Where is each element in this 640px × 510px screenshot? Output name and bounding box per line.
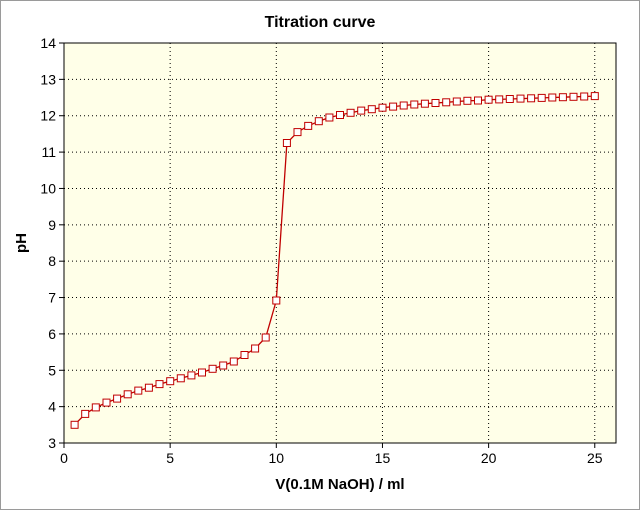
y-tick-label: 10 bbox=[40, 180, 56, 196]
data-point-marker bbox=[558, 93, 567, 102]
data-point-marker bbox=[463, 96, 472, 105]
y-tick-label: 14 bbox=[40, 35, 56, 51]
data-point-marker bbox=[431, 99, 440, 107]
y-tick-label: 4 bbox=[48, 399, 56, 415]
data-point-marker bbox=[176, 374, 185, 383]
data-point-marker bbox=[389, 102, 398, 111]
data-point-marker bbox=[367, 105, 376, 114]
data-point-marker bbox=[495, 95, 504, 104]
data-point-marker bbox=[293, 128, 302, 137]
data-point-marker bbox=[505, 95, 514, 103]
data-point-marker bbox=[399, 101, 408, 110]
data-point-marker bbox=[208, 364, 217, 373]
data-point-marker bbox=[219, 361, 228, 370]
data-point-marker bbox=[314, 117, 323, 126]
data-point-marker bbox=[325, 113, 334, 122]
x-tick-label: 25 bbox=[587, 450, 603, 466]
data-point-marker bbox=[357, 106, 366, 115]
x-tick-label: 20 bbox=[481, 450, 497, 466]
y-tick-label: 12 bbox=[40, 108, 56, 124]
data-point-marker bbox=[102, 398, 111, 407]
data-point-marker bbox=[272, 296, 281, 305]
data-point-marker bbox=[70, 420, 79, 429]
data-point-marker bbox=[537, 93, 546, 102]
x-tick-label: 15 bbox=[375, 450, 391, 466]
data-point-marker bbox=[134, 386, 143, 395]
data-point-marker bbox=[516, 94, 525, 103]
data-point-marker bbox=[240, 351, 249, 359]
data-point-marker bbox=[474, 96, 482, 105]
plot-area bbox=[63, 42, 617, 444]
data-point-marker bbox=[420, 99, 429, 108]
axis-ticks: 0 5 10 15 20 25 3 4 5 6 7 8 9 10 11 12 13 14 bbox=[40, 35, 602, 466]
data-point-marker bbox=[113, 394, 122, 403]
grid-lines bbox=[64, 43, 616, 443]
data-point-marker bbox=[569, 92, 578, 101]
data-point-marker bbox=[144, 383, 153, 392]
data-point-marker bbox=[198, 368, 206, 377]
x-axis-label: V(0.1M NaOH) / ml bbox=[275, 476, 404, 493]
data-point-marker bbox=[81, 409, 90, 418]
y-tick-label: 6 bbox=[48, 326, 56, 342]
y-tick-label: 7 bbox=[48, 290, 56, 306]
data-point-marker bbox=[155, 380, 164, 389]
data-point-marker bbox=[166, 377, 175, 386]
data-point-marker bbox=[442, 98, 451, 107]
data-point-marker bbox=[580, 92, 589, 101]
data-point-marker bbox=[548, 93, 557, 102]
chart-title: Titration curve bbox=[265, 14, 376, 31]
data-point-marker bbox=[187, 371, 196, 380]
data-point-marker bbox=[452, 97, 461, 106]
data-point-marker bbox=[378, 103, 387, 112]
data-point-marker bbox=[229, 357, 238, 366]
data-point-marker bbox=[91, 403, 100, 412]
data-point-marker bbox=[336, 111, 344, 119]
y-tick-label: 11 bbox=[41, 144, 56, 160]
data-point-marker bbox=[346, 108, 355, 117]
x-tick-label: 10 bbox=[269, 450, 285, 466]
data-point-marker bbox=[410, 100, 419, 109]
y-tick-label: 13 bbox=[40, 71, 56, 87]
data-point-marker bbox=[304, 121, 313, 130]
data-point-marker bbox=[484, 95, 493, 104]
x-tick-label: 0 bbox=[60, 450, 68, 466]
series-layer bbox=[70, 92, 599, 429]
data-point-marker bbox=[590, 92, 599, 101]
data-point-marker bbox=[282, 139, 291, 147]
data-point-marker bbox=[261, 333, 270, 342]
x-tick-label: 5 bbox=[166, 450, 174, 466]
data-point-marker bbox=[527, 94, 536, 103]
y-tick-label: 9 bbox=[48, 217, 56, 233]
y-tick-label: 5 bbox=[48, 362, 56, 378]
y-tick-label: 3 bbox=[48, 435, 56, 451]
data-point-marker bbox=[123, 390, 132, 399]
y-axis-label: pH bbox=[13, 233, 30, 253]
y-tick-label: 8 bbox=[48, 253, 56, 269]
data-point-marker bbox=[251, 344, 260, 353]
